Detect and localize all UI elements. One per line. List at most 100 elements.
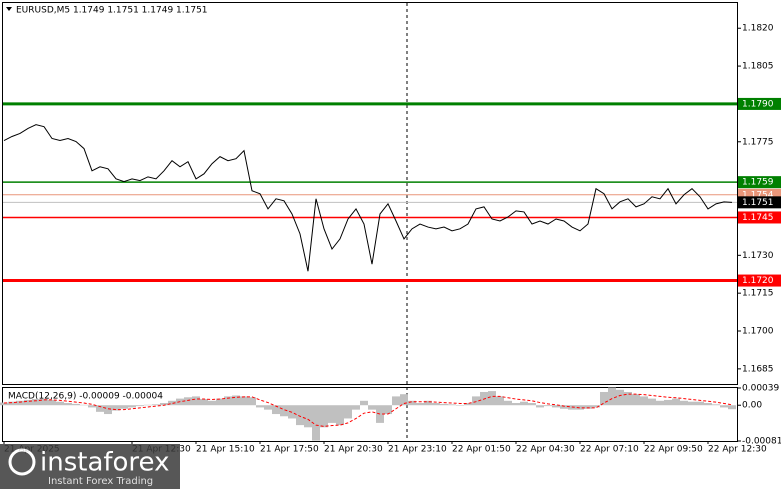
macd-bar [208, 400, 216, 406]
macd-bar [64, 403, 72, 406]
macd-bar [392, 396, 400, 406]
signal-line [3, 393, 733, 427]
macd-bar [240, 396, 248, 406]
macd-bar [656, 400, 664, 406]
macd-bar [584, 405, 592, 409]
macd-label: MACD(12,26,9) -0.00009 -0.00004 [8, 392, 163, 402]
macd-bar [432, 403, 440, 406]
macd-bar [504, 400, 512, 406]
macd-bar [576, 405, 584, 410]
y-tick-label: 1.1775 [742, 137, 774, 147]
macd-bar [720, 405, 728, 408]
x-tick-label: 22 Apr 04:30 [516, 445, 575, 455]
macd-bar [104, 405, 112, 415]
y2-tick-label: -0.00081 [742, 437, 781, 447]
price-panel [2, 2, 738, 385]
price-line [3, 124, 733, 272]
macd-bar [400, 394, 408, 406]
macd-bar [184, 397, 192, 406]
macd-bar [16, 400, 24, 406]
macd-bar [8, 401, 16, 406]
y2-tick-label: 0.00 [742, 401, 762, 411]
macd-bar [712, 404, 720, 406]
macd-bar [544, 405, 552, 407]
macd-bar [680, 400, 688, 406]
macd-bar [496, 396, 504, 406]
macd-bar [512, 403, 520, 406]
macd-bar [200, 399, 208, 406]
macd-bar [344, 405, 352, 419]
macd-bar [624, 391, 632, 406]
macd-bar [464, 403, 472, 406]
macd-bar [440, 403, 448, 406]
menu-arrow [6, 7, 12, 11]
macd-bar [296, 405, 304, 426]
macd-bar [360, 400, 368, 406]
macd-bar [152, 404, 160, 406]
level-label: 1.1759 [742, 178, 774, 188]
watermark-brand: instaforex [40, 448, 169, 478]
watermark: instaforex Instant Forex Trading [0, 444, 180, 489]
macd-bar [256, 405, 264, 408]
level-tag [738, 211, 781, 224]
macd-bar [384, 405, 392, 415]
x-tick-label: 22 Apr 12:30 [708, 445, 767, 455]
macd-bar [488, 391, 496, 406]
macd-bar [128, 405, 136, 408]
watermark-icon [8, 448, 36, 476]
macd-bar [264, 405, 272, 410]
macd-bar [72, 403, 80, 406]
x-tick-label: 21 Apr 20:30 [324, 445, 383, 455]
level-label: 1.1745 [742, 213, 774, 223]
macd-bar [272, 405, 280, 415]
x-tick-label: 22 Apr 07:10 [580, 445, 639, 455]
macd-bar [120, 405, 128, 409]
macd-bar [408, 400, 416, 406]
macd-bar [608, 387, 616, 406]
macd-bar [728, 405, 736, 410]
y-tick-label: 1.1715 [742, 289, 774, 299]
macd-bar [592, 405, 600, 408]
macd-bar [424, 400, 432, 406]
macd-bar [320, 405, 328, 428]
x-tick-label: 22 Apr 09:50 [644, 445, 703, 455]
watermark-tagline: Instant Forex Trading [48, 476, 153, 487]
level-tag [738, 97, 781, 110]
macd-bar [80, 404, 88, 406]
y-tick-label: 1.1730 [742, 251, 774, 261]
macd-bar [88, 405, 96, 408]
level-label: 1.1790 [742, 99, 774, 109]
macd-bar [416, 403, 424, 406]
macd-bar [0, 402, 8, 406]
macd-bar [664, 399, 672, 406]
macd-bar [520, 401, 528, 406]
macd-bar [640, 396, 648, 406]
macd-bar [24, 399, 32, 406]
macd-bar [144, 404, 152, 406]
macd-bar [224, 396, 232, 406]
level-label: 1.1754 [742, 190, 774, 200]
macd-panel [2, 387, 738, 442]
level-tag [738, 196, 781, 209]
macd-bar [672, 398, 680, 406]
macd-bar [536, 405, 544, 408]
macd-bar [192, 396, 200, 406]
macd-bar [456, 405, 464, 406]
macd-bar [472, 396, 480, 406]
macd-bar [616, 389, 624, 406]
macd-bar [56, 401, 64, 406]
macd-bar [448, 404, 456, 406]
level-tag [738, 176, 781, 189]
macd-bar [688, 401, 696, 406]
macd-bar [304, 405, 312, 428]
macd-bar [32, 399, 40, 406]
macd-bar [136, 405, 144, 407]
macd-bar [632, 394, 640, 406]
x-tick-label: 21 Apr 15:10 [196, 445, 255, 455]
macd-bar [160, 403, 168, 406]
macd-bar [704, 403, 712, 406]
macd-bar [352, 405, 360, 410]
macd-bar [216, 398, 224, 406]
x-tick-label: 22 Apr 01:50 [452, 445, 511, 455]
